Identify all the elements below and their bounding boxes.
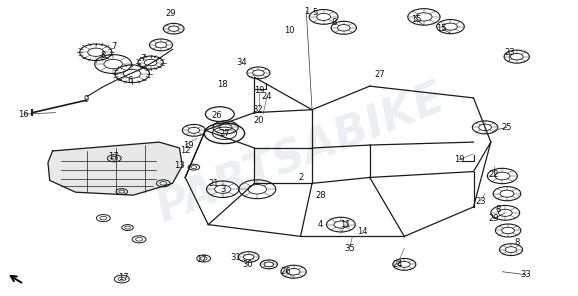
- Text: 2: 2: [298, 173, 303, 182]
- Text: 35: 35: [344, 244, 355, 253]
- Text: 24: 24: [262, 92, 272, 101]
- Text: 10: 10: [284, 26, 294, 35]
- Text: 3: 3: [220, 185, 225, 194]
- Text: 9: 9: [83, 95, 88, 104]
- Text: 11: 11: [340, 220, 351, 229]
- Text: 12: 12: [180, 147, 191, 155]
- Text: 26: 26: [281, 267, 291, 276]
- Text: 17: 17: [196, 255, 207, 264]
- Text: 5: 5: [312, 8, 317, 17]
- Text: 13: 13: [174, 161, 185, 170]
- Text: 8: 8: [331, 18, 336, 27]
- Text: 19: 19: [183, 141, 194, 149]
- Text: 8: 8: [101, 51, 106, 60]
- Text: 7: 7: [140, 54, 146, 63]
- Text: 23: 23: [475, 197, 486, 205]
- Text: 6: 6: [128, 76, 133, 85]
- Text: 15: 15: [410, 15, 421, 24]
- Text: 19: 19: [254, 86, 264, 95]
- Text: 27: 27: [219, 129, 229, 138]
- Text: 27: 27: [375, 70, 386, 79]
- Polygon shape: [48, 142, 182, 195]
- Text: 30: 30: [242, 260, 253, 269]
- Text: PARTSABIKE: PARTSABIKE: [150, 76, 451, 231]
- Text: 14: 14: [357, 227, 368, 237]
- Text: 24: 24: [392, 260, 403, 269]
- Text: 32: 32: [252, 105, 262, 114]
- Text: 19: 19: [454, 155, 464, 164]
- Text: 29: 29: [488, 214, 499, 223]
- Text: 29: 29: [165, 9, 176, 18]
- Text: 7: 7: [112, 42, 117, 51]
- Text: 23: 23: [504, 48, 514, 57]
- Text: 15: 15: [436, 24, 447, 33]
- Text: 25: 25: [502, 123, 512, 132]
- Text: 16: 16: [18, 110, 29, 119]
- Text: 1: 1: [303, 7, 309, 15]
- Text: 31: 31: [231, 252, 241, 261]
- Text: 18: 18: [217, 80, 228, 89]
- Text: 26: 26: [212, 111, 222, 120]
- Text: 34: 34: [236, 58, 247, 67]
- Text: 17: 17: [108, 152, 118, 161]
- Text: 4: 4: [318, 220, 323, 229]
- Text: 28: 28: [316, 191, 326, 200]
- Text: 33: 33: [520, 270, 531, 279]
- Text: 21: 21: [209, 179, 219, 188]
- Text: 20: 20: [254, 115, 264, 125]
- Text: 8: 8: [514, 238, 520, 247]
- Text: 8: 8: [495, 205, 501, 214]
- Text: 17: 17: [118, 273, 128, 282]
- Text: 22: 22: [488, 170, 499, 179]
